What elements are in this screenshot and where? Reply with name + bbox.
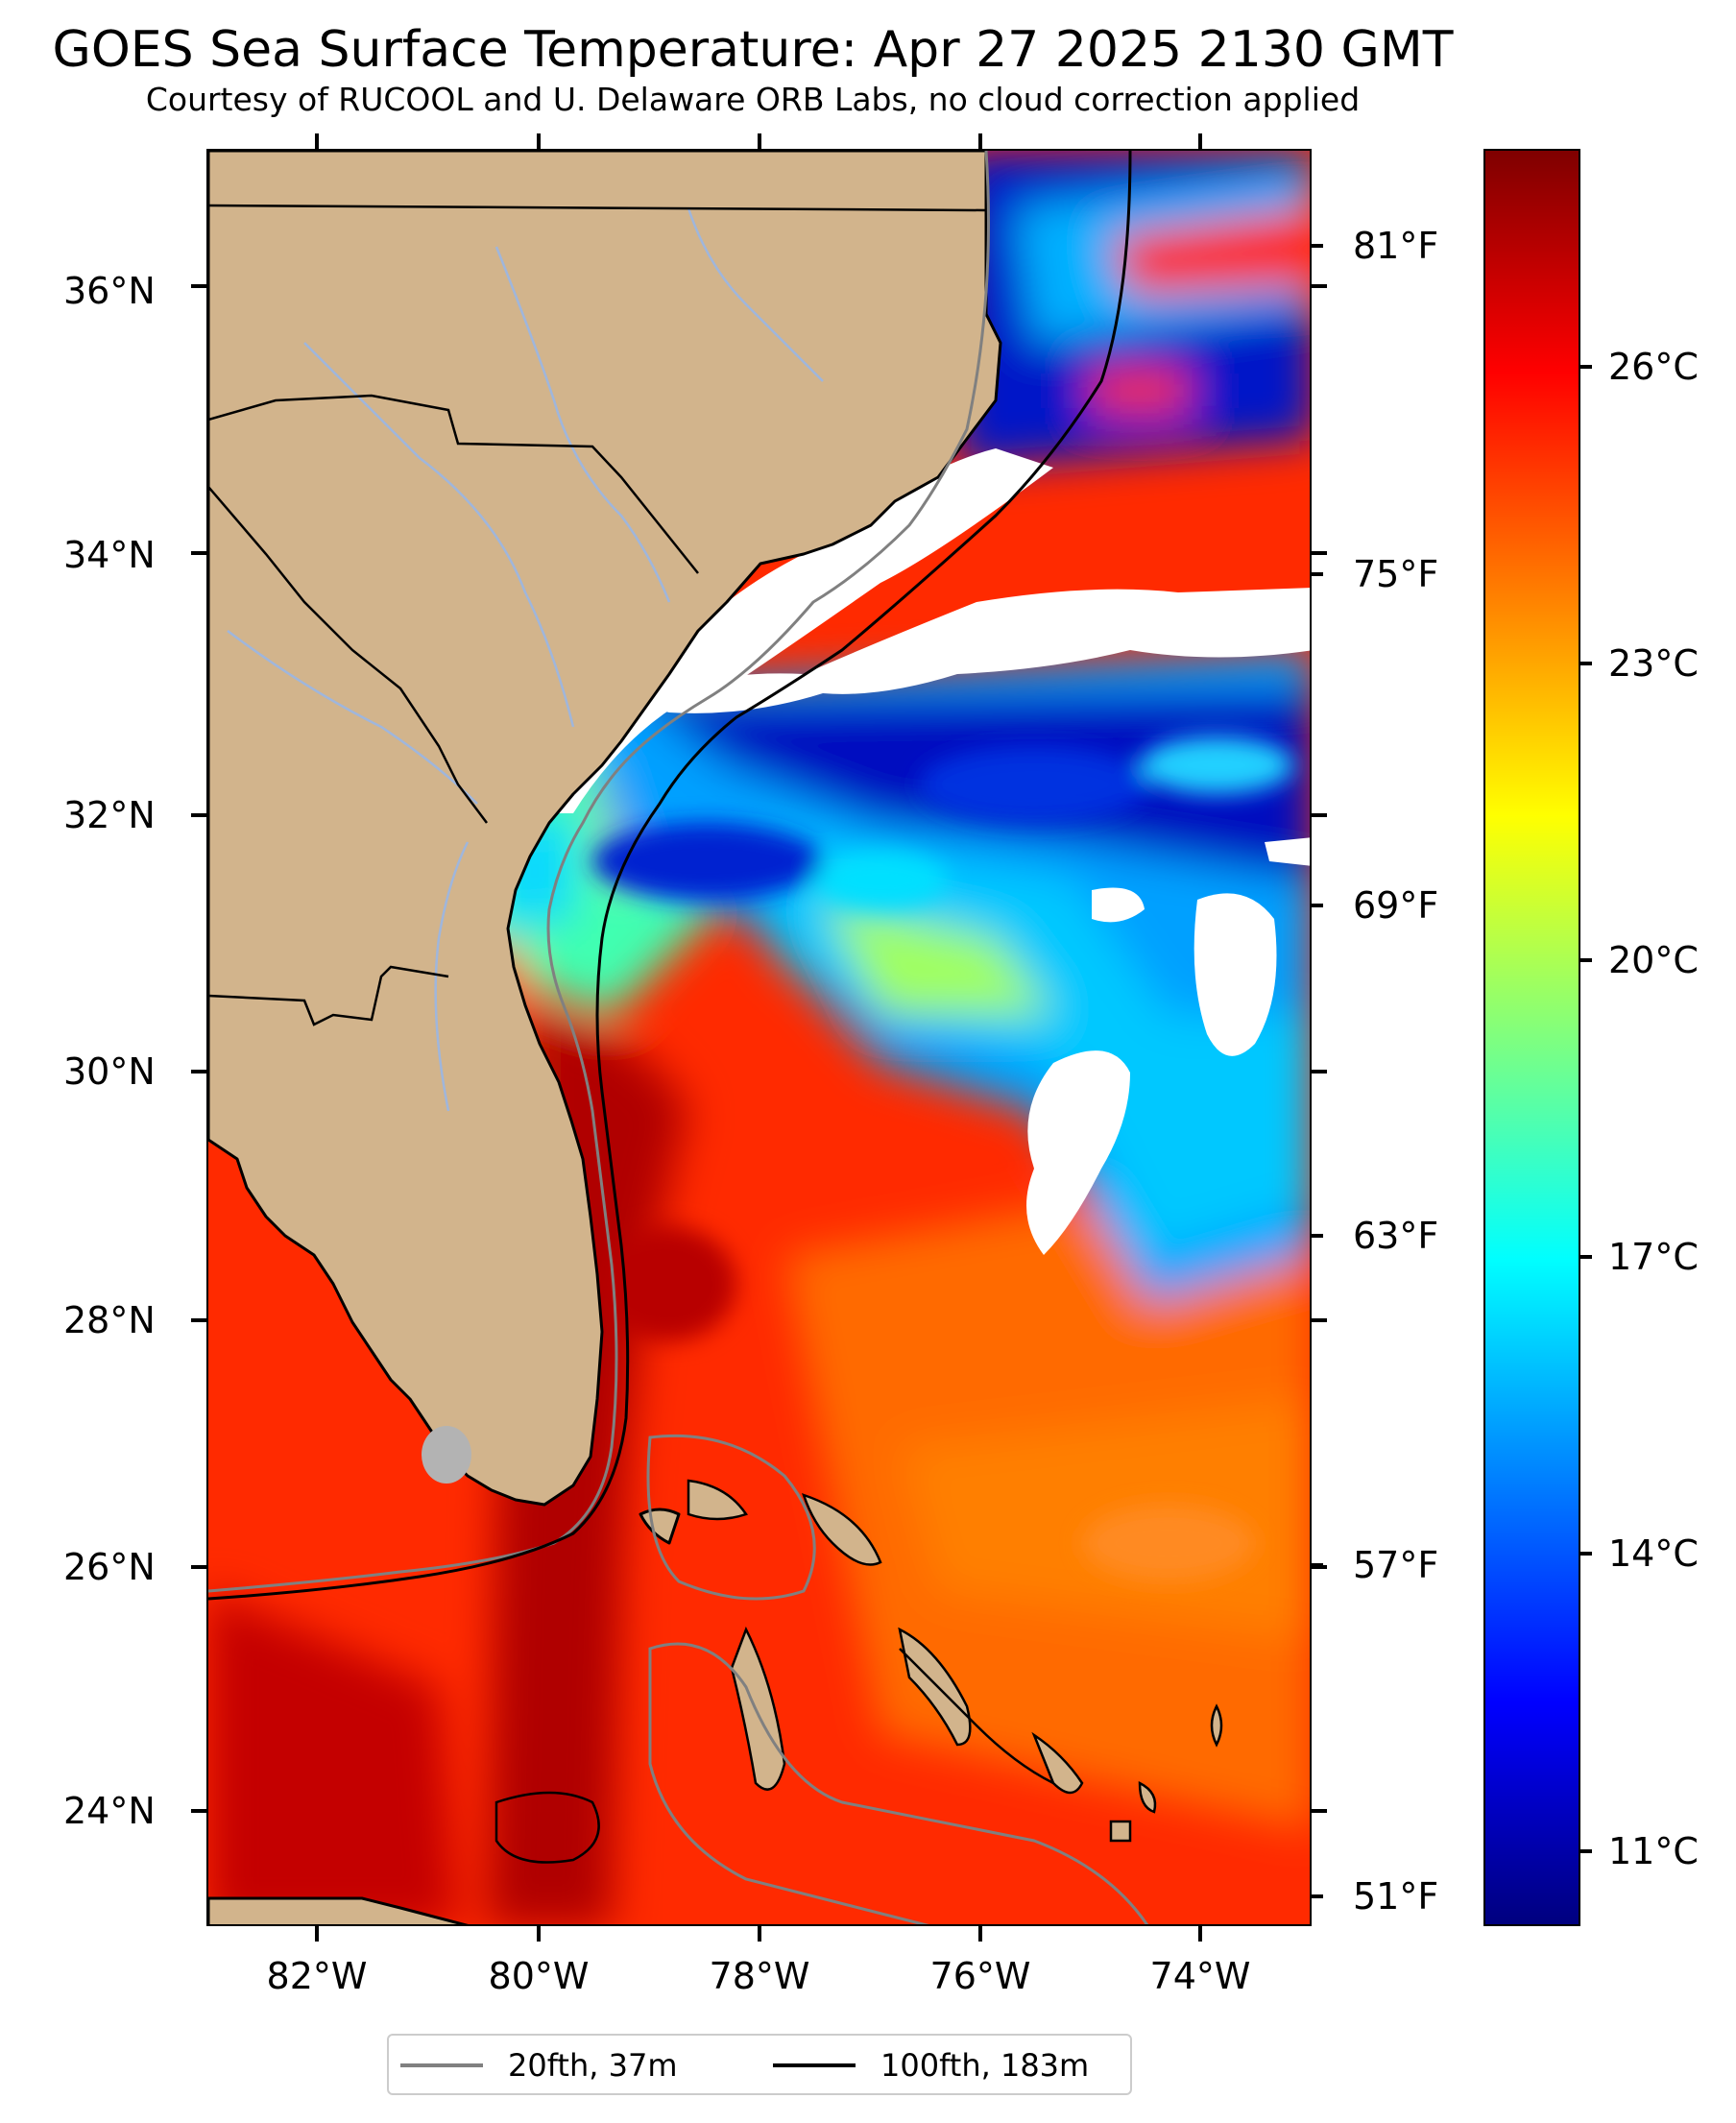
map-title: GOES Sea Surface Temperature: Apr 27 202… [52, 21, 1454, 79]
lat-label-28: 28°N [63, 1299, 156, 1341]
lake-okeechobee [422, 1426, 471, 1484]
isobath-20fth-bahamas [646, 1434, 1149, 1924]
state-borders [208, 204, 987, 1026]
fahrenheit-label-63: 63°F [1353, 1215, 1439, 1257]
celsius-label-14: 14°C [1608, 1532, 1699, 1575]
lat-label-32: 32°N [63, 794, 156, 836]
legend-label-100fth: 100fth, 183m [880, 2047, 1090, 2084]
celsius-label-26: 26°C [1608, 346, 1699, 388]
celsius-label-17: 17°C [1608, 1236, 1699, 1278]
temperature-colorbar [1483, 149, 1580, 1926]
lat-label-34: 34°N [63, 534, 156, 576]
fahrenheit-label-57: 57°F [1353, 1544, 1439, 1586]
sst-map-graphic [208, 151, 1310, 1924]
celsius-label-11: 11°C [1608, 1830, 1699, 1872]
fahrenheit-label-75: 75°F [1353, 553, 1439, 595]
isobath-legend: 20fth, 37m 100fth, 183m [387, 2034, 1132, 2095]
map-subtitle: Courtesy of RUCOOL and U. Delaware ORB L… [145, 81, 1361, 118]
isobath-100fth-bahamas [494, 1648, 1054, 1864]
celsius-label-23: 23°C [1608, 642, 1699, 685]
fahrenheit-label-81: 81°F [1353, 225, 1439, 267]
celsius-label-20: 20°C [1608, 939, 1699, 981]
fahrenheit-label-51: 51°F [1353, 1875, 1439, 1918]
fahrenheit-label-69: 69°F [1353, 884, 1439, 927]
sst-map[interactable] [206, 149, 1312, 1926]
legend-label-20fth: 20fth, 37m [508, 2047, 678, 2084]
lon-label-76: 76°W [929, 1955, 1031, 1997]
legend-swatch-100fth [773, 2063, 856, 2067]
legend-swatch-20fth [400, 2063, 483, 2067]
bahamas [687, 1479, 1223, 1843]
lat-label-26: 26°N [63, 1546, 156, 1588]
lat-label-30: 30°N [63, 1050, 156, 1093]
lon-label-74: 74°W [1149, 1955, 1251, 1997]
lat-label-24: 24°N [63, 1790, 156, 1832]
isobath-100fth [208, 151, 1132, 1601]
lon-label-80: 80°W [488, 1955, 590, 1997]
rivers [227, 207, 824, 1112]
lon-label-82: 82°W [266, 1955, 368, 1997]
land [208, 151, 1002, 1924]
lat-label-36: 36°N [63, 270, 156, 312]
lon-label-78: 78°W [709, 1955, 810, 1997]
